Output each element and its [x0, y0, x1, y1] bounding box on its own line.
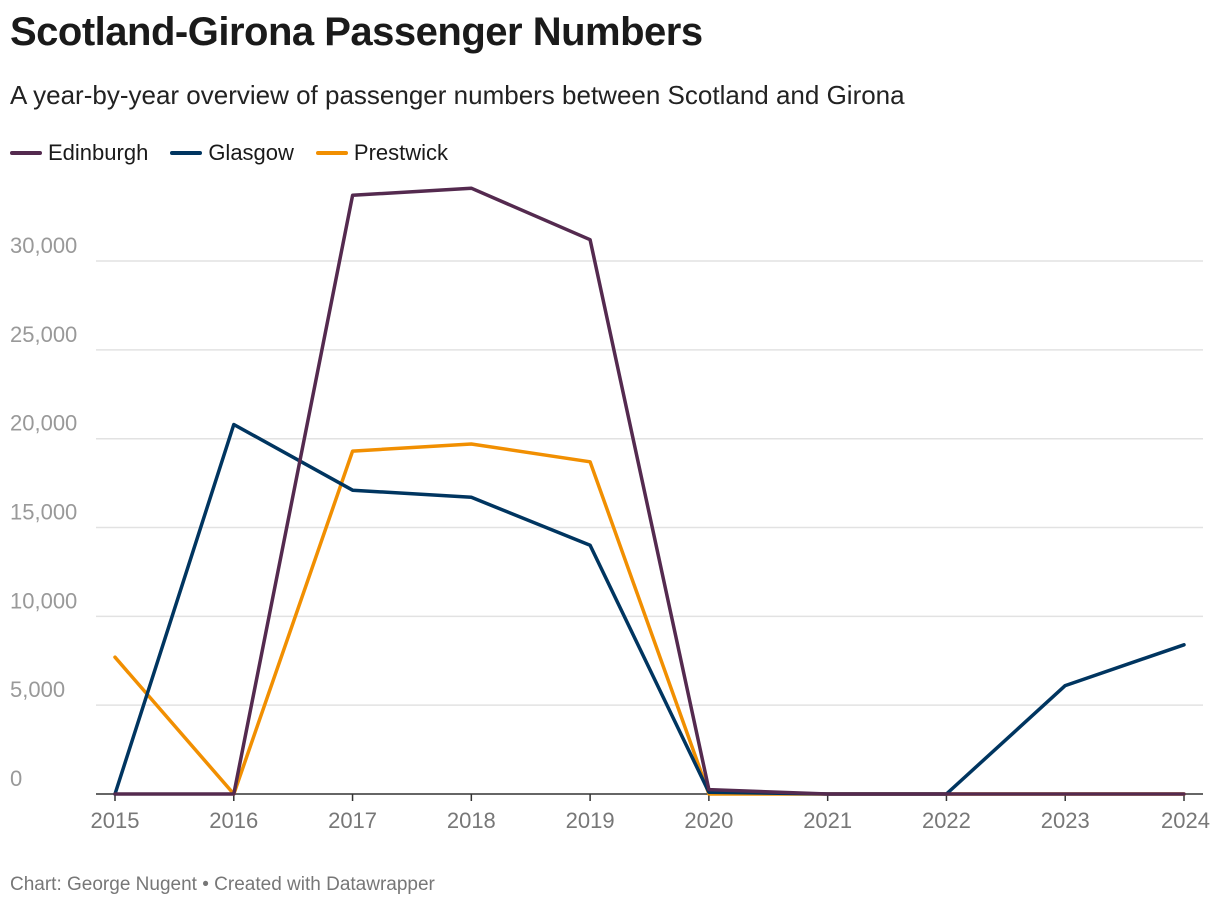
series-line-glasgow [113, 422, 1186, 796]
footer-source: Chart: George Nugent [10, 874, 197, 895]
x-tick-label: 2019 [566, 808, 615, 833]
x-tick-label: 2024 [1161, 808, 1210, 833]
x-tick-label: 2023 [1041, 808, 1090, 833]
y-tick-label: 25,000 [10, 322, 77, 347]
y-tick-label: 10,000 [10, 588, 77, 613]
x-tick-label: 2021 [803, 808, 852, 833]
legend-swatch-prestwick [315, 151, 348, 155]
chart-title: Scotland-Girona Passenger Numbers [10, 10, 703, 54]
y-axis: 0 5,000 10,000 15,000 20,000 25,000 30,000 [10, 233, 77, 791]
footer-separator: • [202, 874, 209, 895]
legend-swatch-edinburgh [10, 151, 42, 155]
x-tick-label: 2020 [684, 808, 733, 833]
legend: Edinburgh Glasgow Prestwick [10, 140, 448, 166]
legend-swatch-glasgow [170, 151, 203, 155]
series-lines [113, 186, 1186, 796]
y-tick-label: 15,000 [10, 500, 77, 525]
chart-subtitle: A year-by-year overview of passenger num… [10, 80, 905, 110]
footer: Chart: George Nugent • Created with Data… [10, 874, 435, 896]
legend-label-glasgow: Glasgow [208, 140, 294, 165]
legend-item-edinburgh: Edinburgh [10, 140, 148, 166]
y-tick-label: 30,000 [10, 233, 77, 258]
x-axis: 2015 2016 2017 2018 2019 2020 2021 2022 2023 2024 [91, 794, 1210, 833]
y-tick-label: 0 [10, 766, 22, 791]
x-tick-label: 2022 [922, 808, 971, 833]
legend-label-prestwick: Prestwick [353, 140, 449, 165]
x-tick-label: 2017 [328, 808, 377, 833]
y-tick-label: 5,000 [10, 677, 65, 702]
series-line-edinburgh [113, 186, 1186, 796]
legend-item-prestwick: Prestwick [315, 140, 449, 166]
y-tick-label: 20,000 [10, 411, 77, 436]
x-tick-label: 2015 [91, 808, 140, 833]
footer-credit: Created with Datawrapper [214, 874, 435, 895]
series-line-prestwick [113, 442, 1186, 796]
legend-label-edinburgh: Edinburgh [48, 140, 149, 165]
x-tick-label: 2018 [447, 808, 496, 833]
x-tick-label: 2016 [209, 808, 258, 833]
legend-item-glasgow: Glasgow [170, 140, 294, 166]
